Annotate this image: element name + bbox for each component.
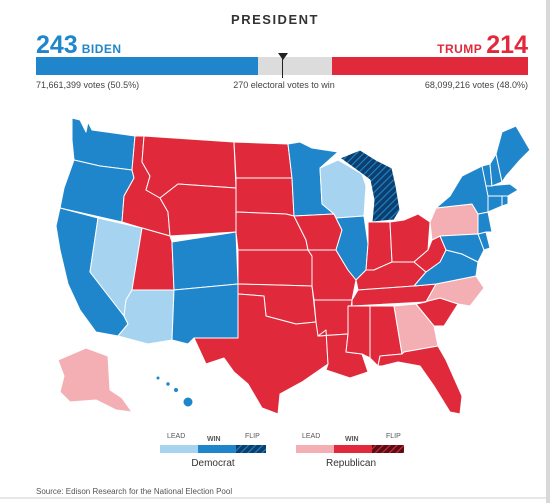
rep-popular-votes: 68,099,216 votes (48.0%) <box>424 80 528 90</box>
threshold-label: 270 electoral votes to win <box>233 80 335 90</box>
footer-divider <box>0 497 550 499</box>
rep-electoral-votes: 214 <box>486 31 528 59</box>
state-massachusetts[interactable] <box>485 183 519 197</box>
legend-rep-flip-swatch <box>372 445 404 453</box>
legend-dem-flip-label: FLIP <box>245 433 260 440</box>
legend: LEAD WIN FLIP Democrat LEAD WIN FLIP Rep… <box>160 433 404 469</box>
state-indiana[interactable] <box>365 221 393 271</box>
legend-rep-win-swatch <box>334 445 372 453</box>
dem-electoral-votes: 243 <box>36 31 78 59</box>
state-colorado[interactable] <box>171 231 239 291</box>
legend-rep-flip-label: FLIP <box>386 433 401 440</box>
legend-dem-win-swatch <box>198 445 236 453</box>
state-arkansas[interactable] <box>313 299 353 337</box>
threshold-line <box>282 54 283 78</box>
legend-rep-lead-label: LEAD <box>302 433 320 440</box>
state-north-dakota[interactable] <box>233 141 293 179</box>
state-rhode-island[interactable] <box>501 195 509 207</box>
state-florida[interactable] <box>377 345 463 415</box>
legend-dem-lead-swatch <box>160 445 198 453</box>
race-title: PRESIDENT <box>231 12 319 27</box>
dem-candidate-name: BIDEN <box>81 42 122 56</box>
page-edge <box>546 0 550 503</box>
electoral-vote-bar <box>36 54 528 78</box>
legend-rep-lead-swatch <box>296 445 334 453</box>
dem-header: 243 BIDEN <box>36 31 122 60</box>
dem-bar-segment <box>36 57 259 75</box>
state-alaska[interactable] <box>57 347 133 413</box>
legend-dem-lead-label: LEAD <box>167 433 185 440</box>
threshold-marker-icon <box>277 53 288 60</box>
legend-dem-title: Democrat <box>191 458 235 469</box>
legend-dem-win-label: WIN <box>207 436 221 443</box>
legend-rep-title: Republican <box>326 458 376 469</box>
dem-popular-votes: 71,661,399 votes (50.5%) <box>36 80 140 90</box>
source-note: Source: Edison Research for the National… <box>36 487 233 496</box>
state-kansas[interactable] <box>237 249 313 287</box>
rep-header: TRUMP 214 <box>437 31 528 60</box>
state-michigan[interactable] <box>339 149 401 223</box>
state-texas[interactable] <box>193 293 329 415</box>
state-maine[interactable] <box>495 125 531 183</box>
state-hawaii[interactable] <box>155 375 194 408</box>
rep-bar-segment <box>332 57 528 75</box>
state-new-jersey[interactable] <box>477 211 493 235</box>
legend-rep-win-label: WIN <box>345 436 359 443</box>
state-mississippi[interactable] <box>345 305 371 359</box>
state-new-mexico[interactable] <box>171 283 239 345</box>
state-wyoming[interactable] <box>159 183 237 237</box>
state-south-dakota[interactable] <box>235 177 295 217</box>
state-connecticut[interactable] <box>487 195 503 213</box>
rep-candidate-name: TRUMP <box>437 42 483 56</box>
legend-dem-flip-swatch <box>236 445 266 453</box>
